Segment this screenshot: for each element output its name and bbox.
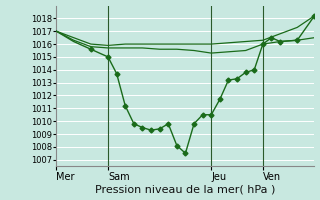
X-axis label: Pression niveau de la mer( hPa ): Pression niveau de la mer( hPa )	[95, 184, 276, 194]
